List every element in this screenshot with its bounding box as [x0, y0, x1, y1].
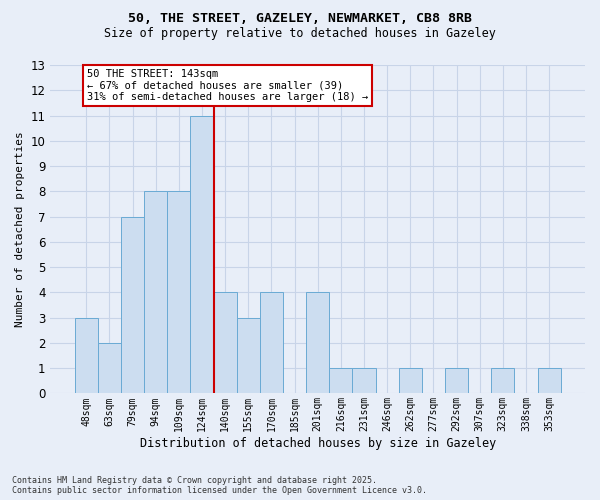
Text: Size of property relative to detached houses in Gazeley: Size of property relative to detached ho…	[104, 28, 496, 40]
X-axis label: Distribution of detached houses by size in Gazeley: Distribution of detached houses by size …	[140, 437, 496, 450]
Bar	[399, 368, 422, 394]
Bar	[260, 292, 283, 394]
Bar	[121, 216, 144, 394]
Bar	[491, 368, 514, 394]
Bar	[445, 368, 468, 394]
Bar	[75, 318, 98, 394]
Bar	[329, 368, 352, 394]
Y-axis label: Number of detached properties: Number of detached properties	[15, 132, 25, 327]
Bar	[237, 318, 260, 394]
Bar	[98, 343, 121, 394]
Text: 50 THE STREET: 143sqm
← 67% of detached houses are smaller (39)
31% of semi-deta: 50 THE STREET: 143sqm ← 67% of detached …	[87, 69, 368, 102]
Bar	[190, 116, 214, 394]
Bar	[167, 192, 190, 394]
Bar	[538, 368, 561, 394]
Text: 50, THE STREET, GAZELEY, NEWMARKET, CB8 8RB: 50, THE STREET, GAZELEY, NEWMARKET, CB8 …	[128, 12, 472, 26]
Bar	[214, 292, 237, 394]
Bar	[306, 292, 329, 394]
Text: Contains HM Land Registry data © Crown copyright and database right 2025.
Contai: Contains HM Land Registry data © Crown c…	[12, 476, 427, 495]
Bar	[352, 368, 376, 394]
Bar	[144, 192, 167, 394]
